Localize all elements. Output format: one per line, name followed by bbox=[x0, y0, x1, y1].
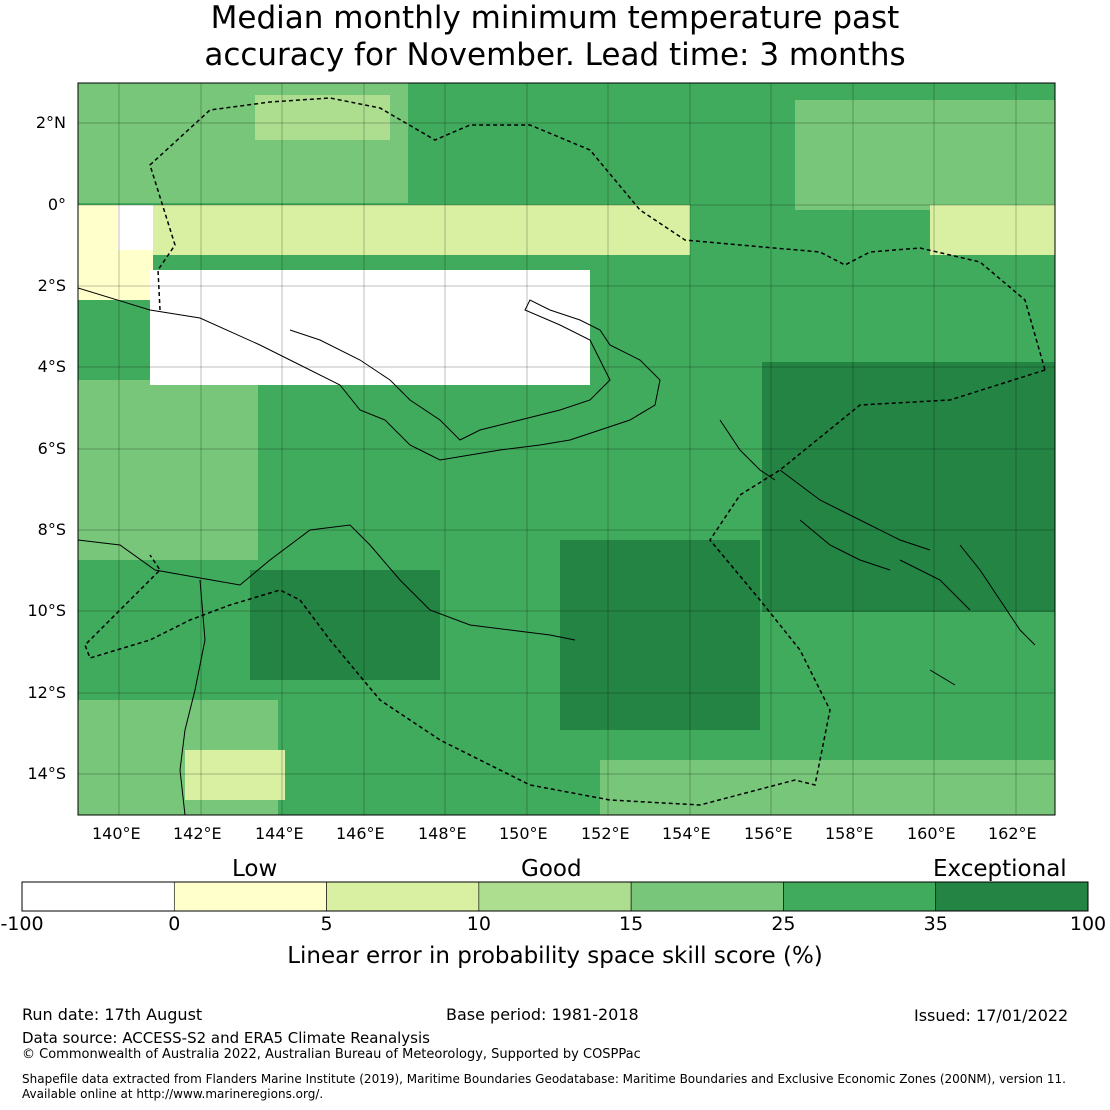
copyright: © Commonwealth of Australia 2022, Austra… bbox=[22, 1047, 641, 1062]
skill-region-none-small bbox=[118, 205, 153, 250]
lat-tick-0: 2°N bbox=[35, 113, 66, 132]
title-line-2: accuracy for November. Lead time: 3 mont… bbox=[204, 37, 906, 73]
colorbar-tick-label: 25 bbox=[771, 913, 796, 935]
run-date: Run date: 17th August bbox=[22, 1005, 203, 1024]
legend-category-low: Low bbox=[232, 856, 278, 882]
colorbar-tick-label: 100 bbox=[1069, 913, 1107, 935]
lat-tick-4: 6°S bbox=[37, 439, 66, 458]
title-line-1: Median monthly minimum temperature past bbox=[210, 0, 900, 36]
skill-region-exceptional-southeast bbox=[560, 540, 760, 730]
lon-tick-7: 154°E bbox=[662, 824, 711, 843]
map-border bbox=[77, 82, 1056, 816]
colorbar-segment bbox=[935, 881, 1089, 912]
colorbar-tick-label: -100 bbox=[0, 913, 44, 935]
chart-title: Median monthly minimum temperature past … bbox=[0, 0, 1110, 74]
lon-tick-10: 160°E bbox=[907, 824, 956, 843]
skill-region-light-north bbox=[255, 95, 390, 140]
skill-region-exceptional-east bbox=[762, 362, 1055, 612]
lat-tick-2: 2°S bbox=[37, 276, 66, 295]
colorbar-segment bbox=[326, 881, 480, 912]
skill-score-map bbox=[77, 82, 1056, 816]
colorbar-segment bbox=[783, 881, 937, 912]
colorbar-segment bbox=[173, 881, 327, 912]
data-source: Data source: ACCESS-S2 and ERA5 Climate … bbox=[22, 1029, 430, 1047]
issued-date: Issued: 17/01/2022 bbox=[914, 1006, 1069, 1025]
lon-tick-4: 148°E bbox=[418, 824, 467, 843]
skill-region-none-newguinea bbox=[150, 270, 590, 385]
lat-tick-6: 10°S bbox=[27, 601, 66, 620]
skill-region-light-band bbox=[150, 205, 690, 255]
skill-region-exceptional-south bbox=[250, 570, 440, 680]
lon-tick-11: 162°E bbox=[988, 824, 1037, 843]
colorbar-segment bbox=[478, 881, 632, 912]
legend-category-exceptional: Exceptional bbox=[933, 856, 1067, 882]
skill-region-light-northeast bbox=[930, 205, 1055, 255]
lon-tick-8: 156°E bbox=[744, 824, 793, 843]
colorbar bbox=[21, 881, 1089, 912]
colorbar-tick-label: 0 bbox=[168, 913, 181, 935]
lat-tick-3: 4°S bbox=[37, 357, 66, 376]
skill-region-good-west bbox=[78, 380, 258, 560]
base-period: Base period: 1981-2018 bbox=[446, 1005, 639, 1024]
eez-boundaries bbox=[84, 97, 1046, 806]
lon-tick-9: 158°E bbox=[825, 824, 874, 843]
skill-region-good-south bbox=[600, 760, 1055, 815]
colorbar-label: Linear error in probability space skill … bbox=[287, 943, 823, 969]
colorbar-tick-label: 15 bbox=[619, 913, 644, 935]
colorbar-tick-label: 35 bbox=[923, 913, 948, 935]
coastlines bbox=[78, 287, 1036, 815]
lon-tick-2: 144°E bbox=[255, 824, 304, 843]
skill-region-light-south bbox=[185, 750, 285, 800]
colorbar-tick-label: 5 bbox=[320, 913, 333, 935]
colorbar-segment bbox=[21, 881, 175, 912]
shapefile-credit-1: Shapefile data extracted from Flanders M… bbox=[22, 1072, 1066, 1086]
lat-tick-7: 12°S bbox=[27, 683, 66, 702]
colorbar-tick-label: 10 bbox=[466, 913, 491, 935]
shapefile-credit-2: Available online at http://www.marinereg… bbox=[22, 1087, 324, 1101]
lat-tick-1: 0° bbox=[47, 195, 66, 214]
colorbar-segment bbox=[630, 881, 784, 912]
lon-tick-3: 146°E bbox=[336, 824, 385, 843]
lon-tick-1: 142°E bbox=[173, 824, 222, 843]
lon-tick-5: 150°E bbox=[499, 824, 548, 843]
skill-region-good-northeast bbox=[795, 100, 1055, 210]
lon-tick-6: 152°E bbox=[581, 824, 630, 843]
lat-tick-8: 14°S bbox=[27, 764, 66, 783]
lon-tick-0: 140°E bbox=[92, 824, 141, 843]
map-graticule bbox=[78, 83, 1055, 815]
lat-tick-5: 8°S bbox=[37, 520, 66, 539]
legend-category-good: Good bbox=[521, 856, 582, 882]
